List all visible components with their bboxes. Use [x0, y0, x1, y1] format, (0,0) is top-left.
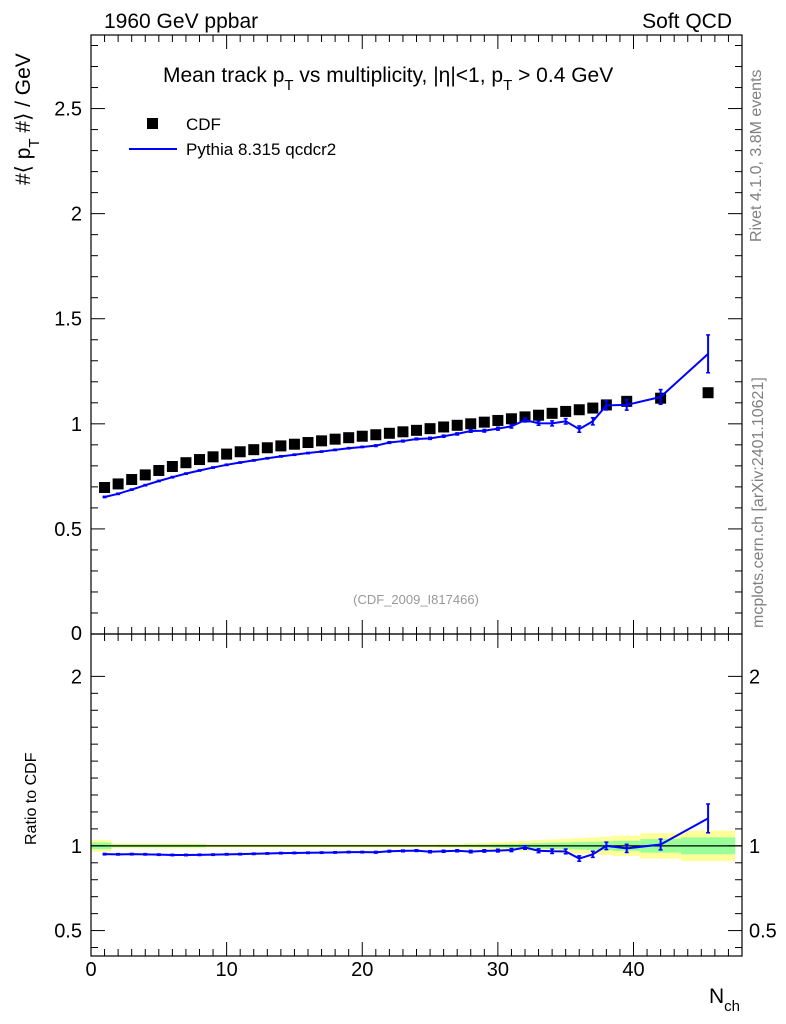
main-axis-ticks [90, 35, 743, 635]
cdf-point [153, 464, 165, 476]
main-data-layer [99, 334, 714, 499]
cdf-point [492, 414, 504, 426]
header-right: Soft QCD [642, 10, 732, 33]
cdf-point [560, 405, 572, 417]
analysis-watermark: (CDF_2009_I817466) [353, 592, 479, 607]
ratio-y-tick-label: 0.5 [54, 921, 82, 943]
cdf-point [234, 446, 246, 458]
cdf-point [370, 429, 382, 441]
main-y-tick-label: 0.5 [54, 519, 82, 541]
cdf-point [465, 418, 477, 430]
x-tick-label: 30 [487, 959, 509, 981]
cdf-point [356, 430, 368, 442]
cdf-point [316, 435, 328, 447]
mcplots-label: mcplots.cern.ch [arXiv:2401.10621] [750, 377, 767, 628]
header-left: 1960 GeV ppbar [104, 10, 258, 33]
cdf-point [112, 478, 124, 490]
ratio-axis-ticks [90, 634, 743, 956]
x-tick-label: 20 [351, 959, 373, 981]
tick-labels: 0 10 20 30 400.511.522.500.5 0.51 12 2 [54, 99, 777, 981]
ratio-ylabel: Ratio to CDF [23, 752, 40, 845]
cdf-point [275, 440, 287, 452]
cdf-point [519, 411, 531, 423]
plot-title: Mean track pT vs multiplicity, |η|<1, pT… [163, 64, 613, 94]
cdf-point [397, 426, 409, 438]
rivet-label: Rivet 4.1.0, 3.8M events [748, 69, 765, 242]
cdf-point [126, 474, 138, 486]
main-y-tick-label: 1 [71, 414, 82, 436]
x-axis-label: Nch [709, 985, 740, 1015]
main-y-tick-label: 2 [71, 204, 82, 226]
cdf-point [288, 438, 300, 450]
pythia-line [104, 353, 709, 498]
cdf-point [505, 413, 517, 425]
ratio-data-layer [102, 803, 711, 863]
x-tick-label: 40 [622, 959, 644, 981]
ratio-y-tick-label-right: 0.5 [749, 921, 777, 943]
cdf-point [329, 433, 341, 445]
legend-cdf-label: CDF [186, 115, 221, 134]
main-y-tick-label: 2.5 [54, 99, 82, 121]
cdf-point [221, 448, 233, 460]
cdf-point [207, 451, 219, 463]
cdf-point [587, 402, 599, 414]
legend-cdf-marker [147, 118, 158, 129]
ratio-y-tick-label: 2 [71, 666, 82, 688]
cdf-point [478, 416, 490, 428]
ratio-frame [90, 633, 743, 957]
cdf-point [194, 454, 205, 466]
cdf-point [302, 437, 314, 449]
cdf-point [383, 427, 395, 439]
cdf-point [248, 444, 260, 456]
x-tick-label: 0 [85, 959, 96, 981]
main-y-tick-label: 1.5 [54, 309, 82, 331]
cdf-point [261, 442, 273, 454]
cdf-point [180, 457, 192, 469]
cdf-point [139, 469, 151, 481]
main-y-tick-label: 0 [71, 623, 82, 645]
ratio-y-tick-label-right: 2 [749, 666, 760, 688]
cdf-point [451, 419, 463, 431]
cdf-point [573, 404, 585, 416]
legend-pythia-label: Pythia 8.315 qcdcr2 [186, 140, 336, 159]
cdf-point [99, 482, 111, 494]
x-tick-label: 10 [216, 959, 238, 981]
cdf-point [411, 424, 422, 436]
main-ylabel: #⟨ pT #⟩ / GeV [12, 53, 43, 185]
cdf-point [533, 409, 545, 421]
cdf-point [702, 387, 714, 399]
cdf-point [424, 423, 436, 435]
ratio-y-tick-label: 1 [71, 836, 82, 858]
cdf-point [166, 460, 178, 472]
cdf-point [438, 421, 450, 433]
cdf-point [343, 432, 355, 444]
cdf-point [546, 407, 558, 419]
ratio-y-tick-label-right: 1 [749, 836, 760, 858]
